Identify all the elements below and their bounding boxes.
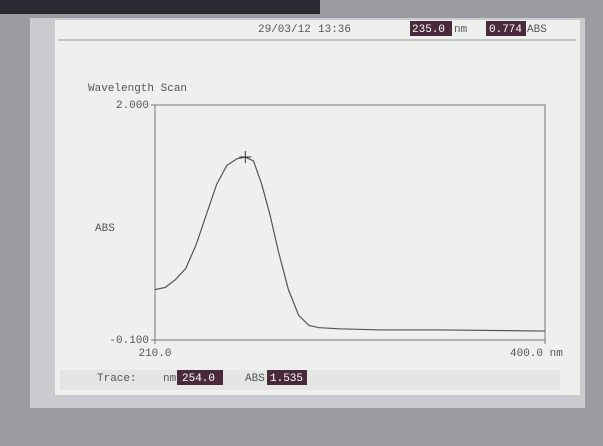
time: 13:36 <box>318 24 351 36</box>
x-tick-label: 210.0 <box>138 348 171 360</box>
absorbance: 0.774 <box>489 24 522 36</box>
y-axis-label: ABS <box>95 223 115 235</box>
screen-photo: 29/03/12 13:36 235.0 nm 0.774 ABS Wavele… <box>0 0 603 446</box>
top-edge <box>0 0 320 14</box>
abs-value: 1.535 <box>270 373 303 385</box>
chart-title: Wavelength Scan <box>88 83 187 95</box>
date: 29/03/12 <box>258 24 311 36</box>
absorbance-unit: ABS <box>527 24 547 36</box>
wavelength: 235.0 <box>412 24 445 36</box>
nm-value: 254.0 <box>182 373 215 385</box>
nm-label: nm <box>163 373 177 385</box>
y-tick-label: 2.000 <box>116 100 149 112</box>
wavelength-unit: nm <box>454 24 468 36</box>
trace-label: Trace: <box>97 373 137 385</box>
page: 29/03/12 13:36 235.0 nm 0.774 ABS Wavele… <box>0 0 603 446</box>
x-tick-label: 400.0 nm <box>510 348 563 360</box>
abs-label: ABS <box>245 373 265 385</box>
y-tick-label: -0.100 <box>109 335 149 347</box>
